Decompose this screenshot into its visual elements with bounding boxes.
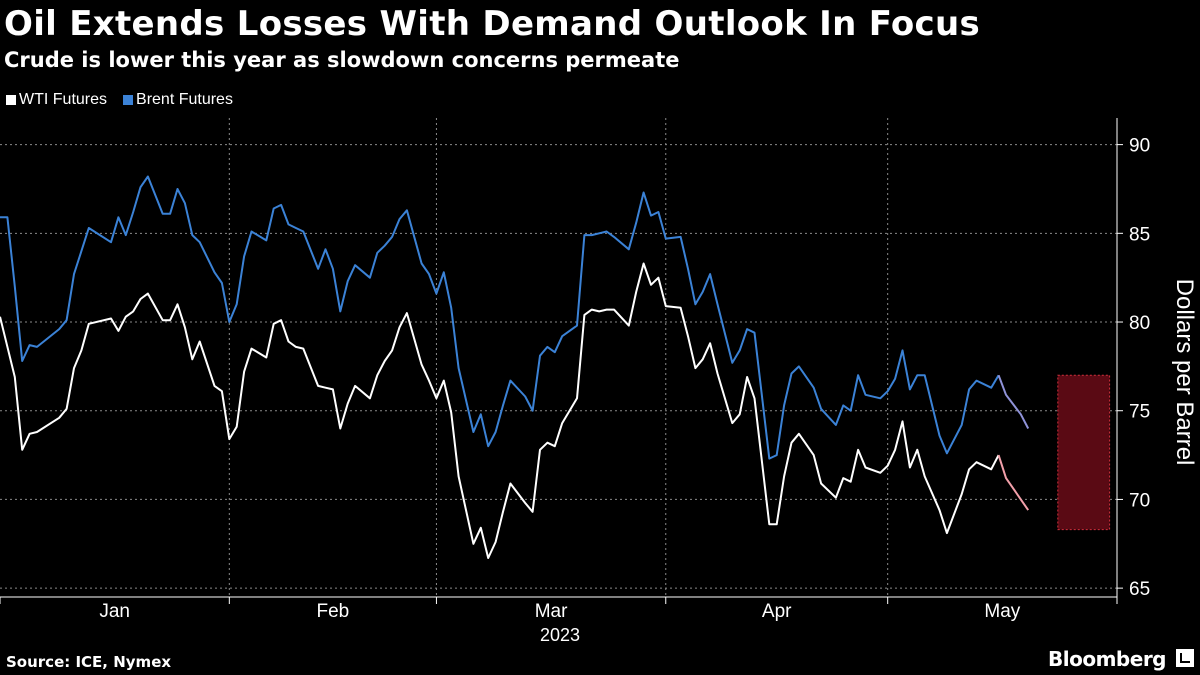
y-tick-label-70: 70 bbox=[1129, 490, 1150, 511]
y-axis-label: Dollars per Barrel bbox=[1171, 279, 1198, 466]
legend: WTI Futures Brent Futures bbox=[6, 91, 233, 109]
legend-label-brent: Brent Futures bbox=[136, 91, 233, 108]
axes-layer: 65 70 75 80 85 90 Jan Feb Mar Apr May bbox=[0, 118, 1150, 622]
legend-item-wti: WTI Futures bbox=[6, 91, 107, 109]
series-line-wti-futures bbox=[0, 262, 1000, 559]
y-tick-label-65: 65 bbox=[1129, 579, 1150, 600]
legend-item-brent: Brent Futures bbox=[123, 91, 233, 109]
highlight-layer bbox=[1057, 374, 1111, 531]
x-tick-label-feb: Feb bbox=[317, 601, 350, 622]
y-tick-label-90: 90 bbox=[1129, 136, 1150, 157]
series-line-wti-futures-recent bbox=[997, 454, 1030, 511]
x-tick-label-jan: Jan bbox=[99, 601, 130, 622]
legend-swatch-wti bbox=[6, 95, 16, 105]
series-line-brent-futures-recent bbox=[997, 374, 1030, 429]
legend-label-wti: WTI Futures bbox=[19, 91, 108, 108]
bloomberg-logo: Bloomberg bbox=[1048, 647, 1166, 671]
grid-layer bbox=[0, 118, 1117, 597]
x-tick-label-may: May bbox=[984, 601, 1020, 622]
x-tick-label-apr: Apr bbox=[762, 601, 792, 622]
chart-subtitle: Crude is lower this year as slowdown con… bbox=[4, 48, 680, 72]
y-tick-label-75: 75 bbox=[1129, 402, 1150, 423]
legend-swatch-brent bbox=[123, 95, 134, 105]
bloomberg-terminal-icon bbox=[1176, 649, 1194, 667]
chart-title: Oil Extends Losses With Demand Outlook I… bbox=[4, 4, 981, 44]
source-note: Source: ICE, Nymex bbox=[6, 653, 172, 671]
x-tick-label-mar: Mar bbox=[535, 601, 568, 622]
series-layer bbox=[0, 175, 1030, 559]
y-tick-label-80: 80 bbox=[1129, 313, 1150, 334]
x-axis-year-label: 2023 bbox=[540, 625, 580, 645]
series-line-brent-futures bbox=[0, 175, 1000, 460]
y-tick-label-85: 85 bbox=[1129, 224, 1150, 245]
highlight-box bbox=[1057, 374, 1111, 531]
